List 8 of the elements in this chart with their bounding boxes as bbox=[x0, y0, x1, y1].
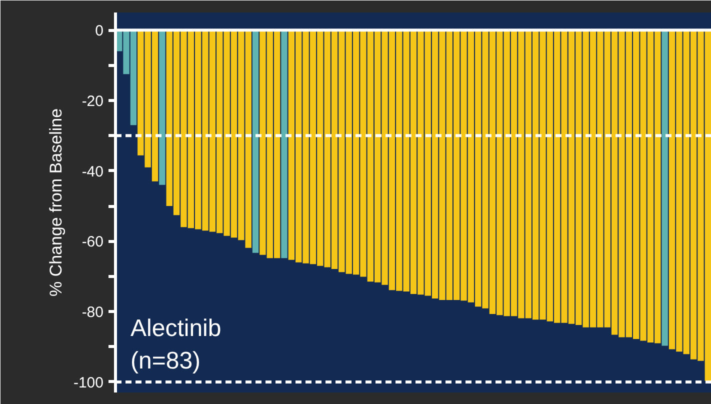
annotation: Alectinib (n=83) bbox=[130, 315, 222, 374]
y-tick-label: -40 bbox=[82, 163, 104, 180]
y-axis-title: % Change from Baseline bbox=[46, 108, 66, 297]
y-tick-label: 0 bbox=[95, 22, 104, 40]
y-tick-label: -80 bbox=[82, 304, 104, 322]
y-tick-label: -60 bbox=[82, 234, 104, 251]
y-tick-label: -20 bbox=[82, 92, 104, 110]
y-tick-label: -100 bbox=[73, 374, 104, 392]
